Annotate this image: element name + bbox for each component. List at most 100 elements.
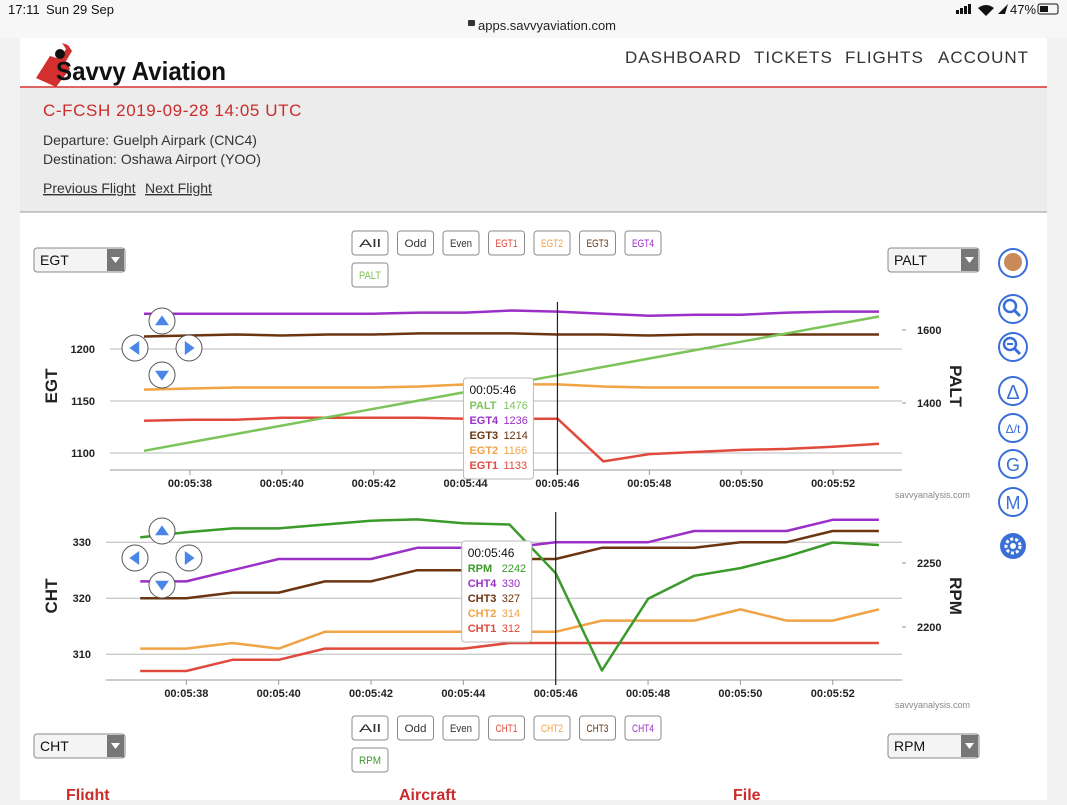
toggle-button[interactable]: All (351, 715, 389, 741)
tool-label: Δ/t (1006, 422, 1021, 436)
button-label: Odd (405, 723, 427, 735)
button-label: CHT2 (541, 723, 563, 735)
toggle-button[interactable]: EGT1 (488, 230, 525, 256)
x-tick-label: 00:05:44 (444, 478, 489, 490)
y-tick-label: 320 (73, 593, 91, 605)
x-tick-label: 00:05:46 (534, 688, 578, 700)
next-flight-link[interactable]: Next Flight (145, 180, 212, 196)
select-value: RPM (894, 738, 925, 754)
button-label: CHT3 (587, 723, 609, 735)
pan-button[interactable] (175, 544, 203, 572)
pan-button[interactable] (121, 334, 149, 362)
button-frame (488, 715, 525, 741)
nav-link[interactable]: FLIGHTS (845, 48, 924, 67)
toggle-button[interactable]: EGT4 (624, 230, 662, 256)
tooltip-value: 2242 (502, 563, 526, 575)
tooltip-value: 1166 (503, 445, 527, 457)
toggle-button[interactable]: RPM (351, 747, 389, 773)
toggle-button[interactable]: PALT (351, 262, 389, 288)
x-tick-label: 00:05:38 (168, 478, 212, 490)
footer-tab[interactable]: File (733, 787, 761, 804)
x-tick-label: 00:05:52 (811, 478, 855, 490)
tooltip-series-name: EGT4 (469, 415, 499, 427)
tooltip: 00:05:46 RPM 2242 CHT4 330 CHT3 327 CHT2 314 CHT1… (461, 540, 533, 643)
watermark: savvyanalysis.com (895, 490, 970, 500)
pan-button[interactable] (148, 361, 176, 389)
tooltip-time: 00:05:46 (469, 383, 516, 397)
button-frame (579, 715, 616, 741)
x-tick-label: 00:05:40 (260, 478, 304, 490)
tooltip-value: 312 (502, 623, 520, 635)
footer-tab[interactable]: Flight (66, 787, 110, 804)
axis-select[interactable]: RPM (887, 733, 980, 759)
toggle-button[interactable]: All (351, 230, 389, 256)
axis-select[interactable]: EGT (33, 247, 126, 273)
delta-t-button[interactable]: Δ/t (998, 413, 1028, 443)
select-frame (33, 733, 126, 759)
toggle-button[interactable]: Odd (397, 715, 434, 741)
pan-button[interactable] (175, 334, 203, 362)
tooltip-series-name: CHT1 (468, 623, 497, 635)
zoom-in-button[interactable] (998, 294, 1028, 324)
tooltip-value: 1236 (503, 415, 527, 427)
footer-tab[interactable]: Aircraft (399, 787, 457, 804)
y-axis-title: CHT (42, 578, 61, 614)
toggle-button[interactable]: Even (442, 230, 480, 256)
axis-select[interactable]: CHT (33, 733, 126, 759)
y-tick-label: 310 (73, 649, 91, 661)
previous-flight-link[interactable]: Previous Flight (43, 180, 136, 196)
pan-arrow (155, 370, 169, 381)
pan-button[interactable] (148, 517, 176, 545)
button-label: Odd (405, 238, 427, 250)
pan-button[interactable] (148, 571, 176, 599)
tooltip-series-name: RPM (468, 563, 492, 575)
y2-tick-label: 1400 (917, 398, 941, 410)
toggle-button[interactable]: EGT3 (579, 230, 616, 256)
logo[interactable]: Savvy Aviation (36, 43, 226, 87)
g-button[interactable]: G (998, 449, 1028, 479)
departure: Departure: Guelph Airpark (CNC4) (43, 132, 257, 148)
axis-select[interactable]: PALT (887, 247, 980, 273)
button-label: EGT1 (496, 238, 518, 250)
zoom-out-button[interactable] (998, 332, 1028, 362)
button-label: CHT1 (496, 723, 518, 735)
m-button[interactable]: M (998, 487, 1028, 517)
location-icon (998, 4, 1008, 14)
pan-arrow (155, 580, 169, 591)
toggle-button[interactable]: Even (442, 715, 480, 741)
button-label: Even (450, 238, 472, 250)
nav-link[interactable]: DASHBOARD (625, 48, 742, 67)
y2-axis-title: PALT (946, 365, 965, 407)
tooltip-series-name: CHT2 (468, 608, 497, 620)
x-tick-label: 00:05:44 (441, 688, 486, 700)
profile-button[interactable] (998, 248, 1028, 278)
nav-link[interactable]: ACCOUNT (938, 48, 1029, 67)
status-date: Sun 29 Sep (46, 2, 114, 17)
toggle-button[interactable]: CHT1 (488, 715, 525, 741)
delta-button[interactable]: Δ (998, 376, 1028, 406)
toggle-button[interactable]: Odd (397, 230, 434, 256)
pan-arrow (184, 341, 195, 355)
toggle-button[interactable]: CHT4 (624, 715, 662, 741)
pan-arrow (129, 551, 140, 565)
url: apps.savvyaviation.com (478, 18, 616, 33)
y2-axis-title: RPM (946, 577, 965, 615)
toggle-button[interactable]: CHT2 (533, 715, 571, 741)
x-tick-label: 00:05:42 (352, 478, 396, 490)
battery-icon (1037, 3, 1059, 15)
x-tick-label: 00:05:48 (626, 688, 670, 700)
button-frame (351, 715, 389, 741)
pan-button[interactable] (121, 544, 149, 572)
button-frame (579, 230, 616, 256)
button-frame (624, 715, 662, 741)
select-arrow (111, 743, 120, 749)
toggle-button[interactable]: CHT3 (579, 715, 616, 741)
button-frame (351, 262, 389, 288)
pan-button[interactable] (148, 307, 176, 335)
settings-button[interactable] (1000, 533, 1026, 559)
button-label: PALT (359, 270, 381, 282)
toggle-button[interactable]: EGT2 (533, 230, 571, 256)
button-label: RPM (359, 755, 381, 767)
nav-link[interactable]: TICKETS (754, 48, 833, 67)
